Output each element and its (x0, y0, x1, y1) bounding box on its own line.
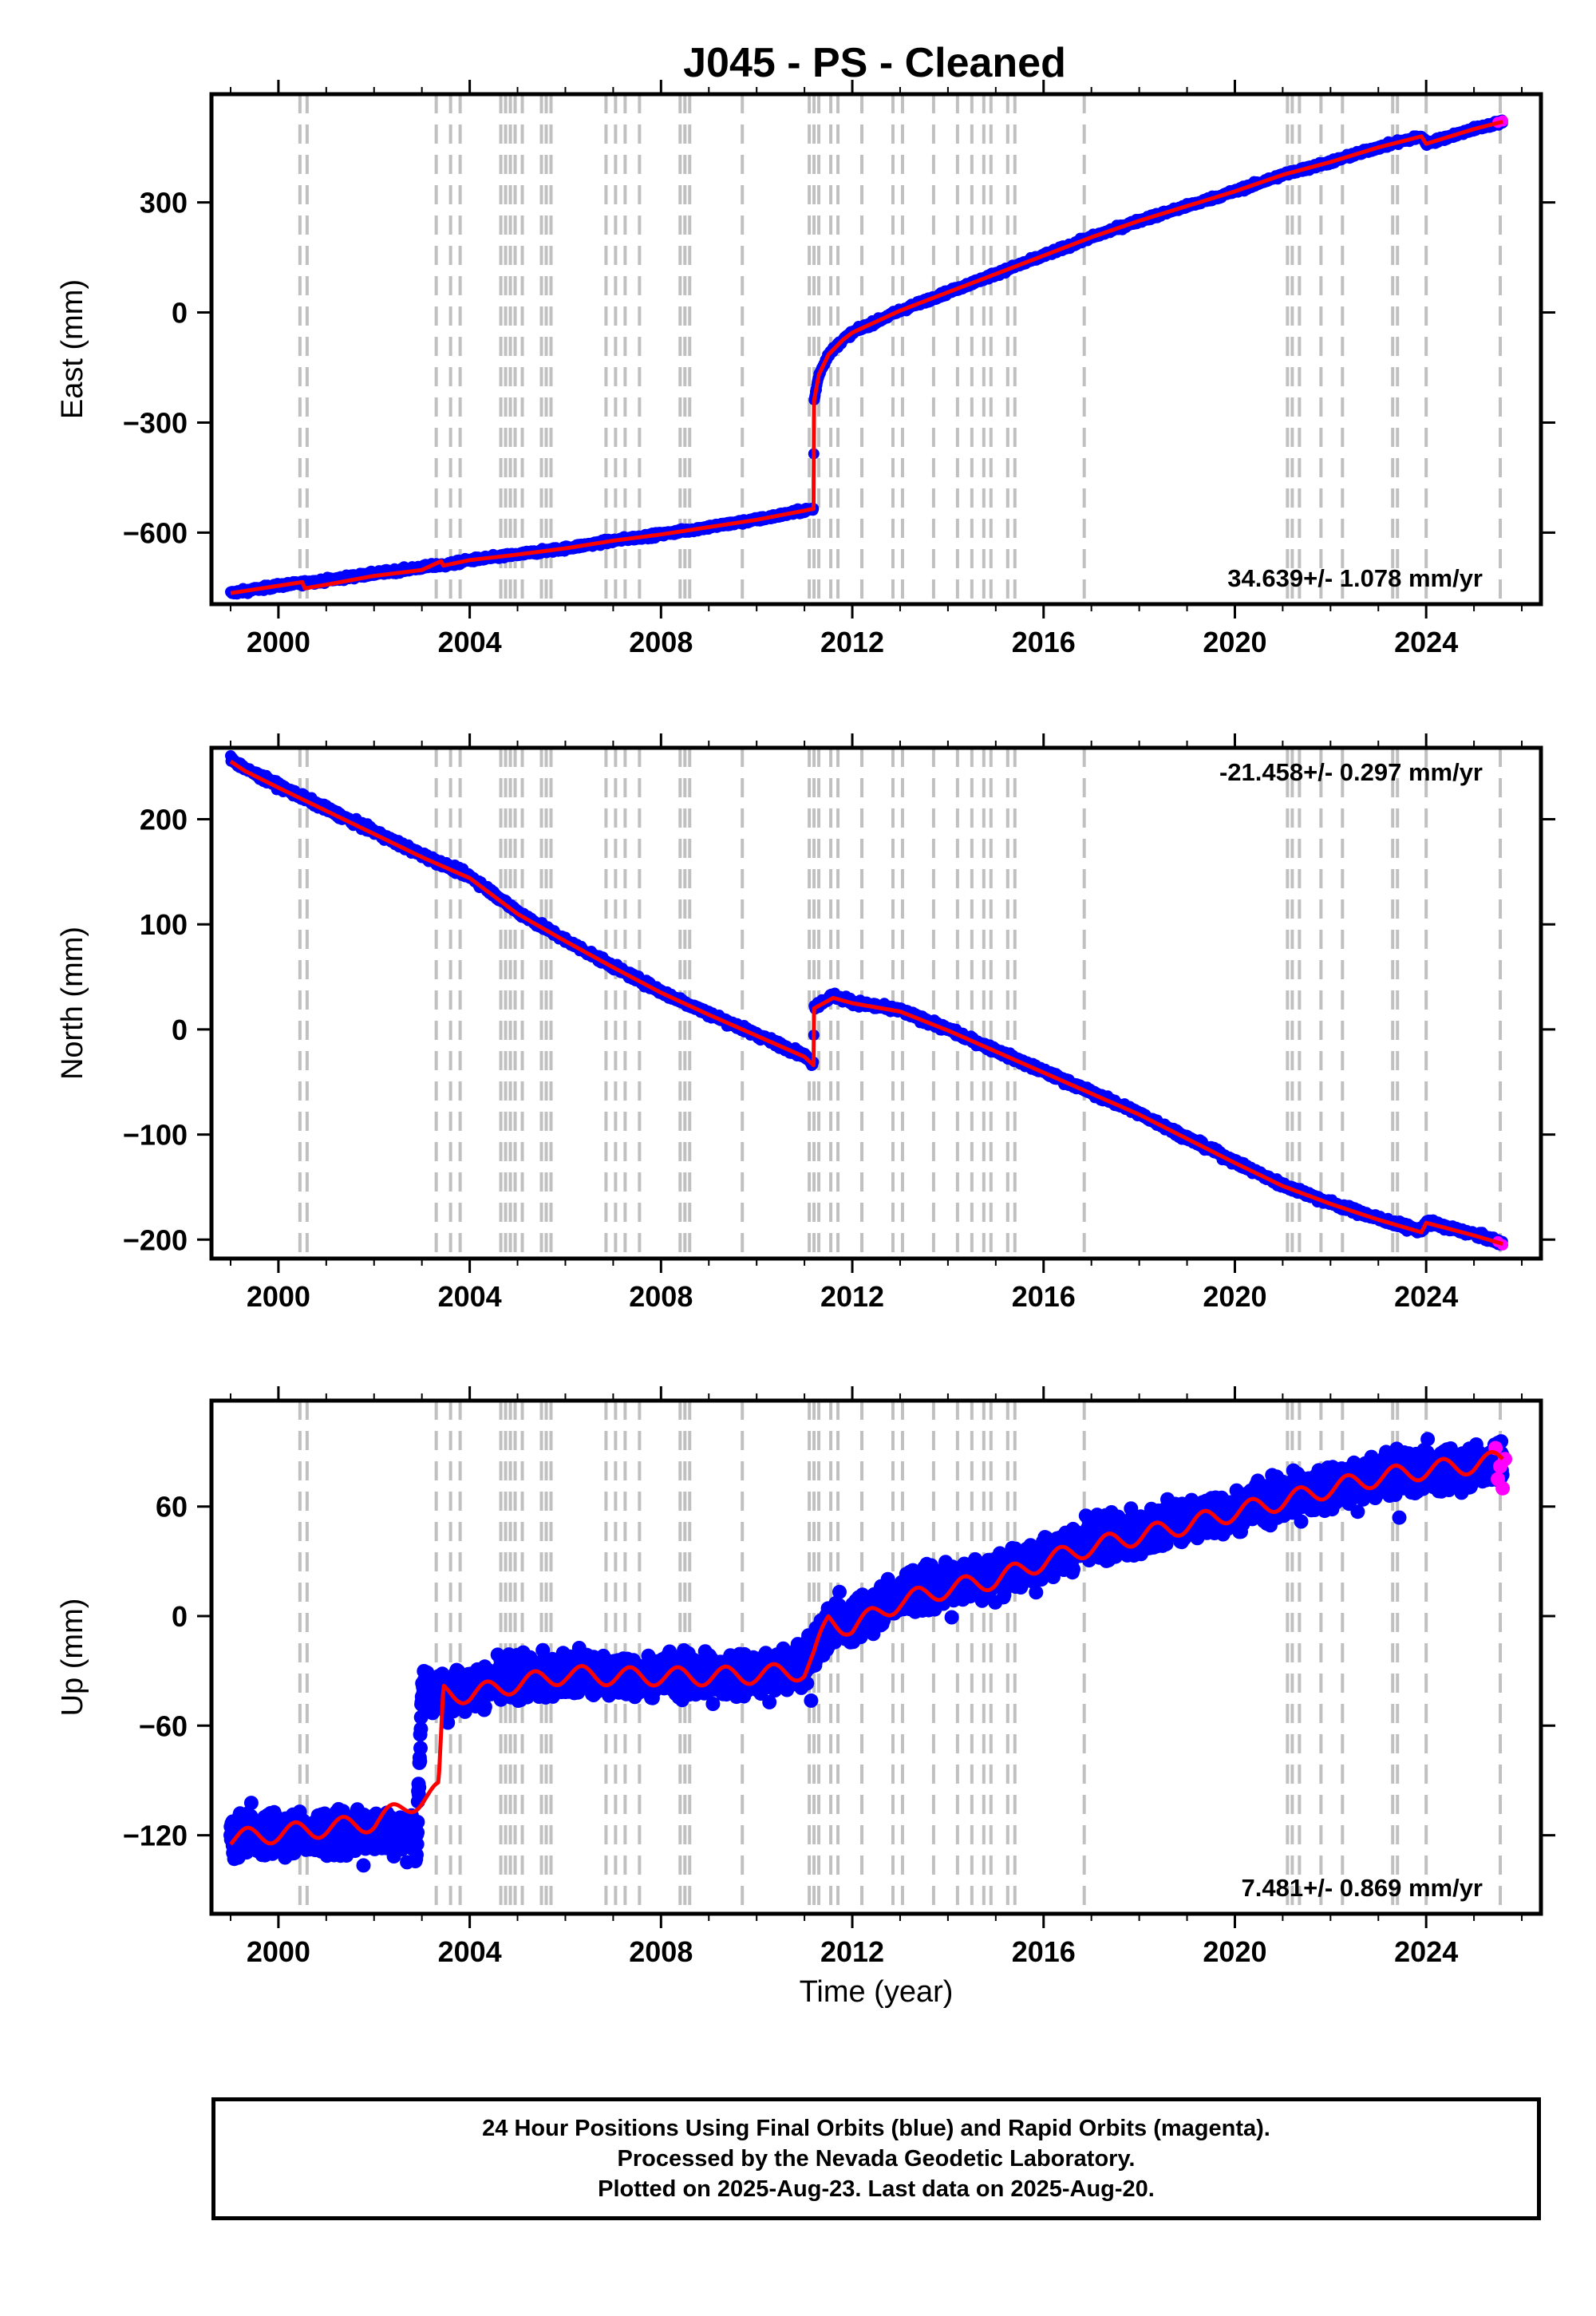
x-tick-label: 2004 (438, 626, 502, 658)
series-final-orbits (225, 750, 1508, 1251)
y-tick-label: −600 (123, 516, 188, 549)
series-final-orbits (225, 114, 1508, 600)
rate-label: 34.639+/- 1.078 mm/yr (1227, 564, 1483, 592)
x-tick-label: 2020 (1203, 626, 1266, 658)
x-tick-label: 2000 (247, 626, 310, 658)
x-tick-label: 2016 (1012, 626, 1076, 658)
plot-area-north (225, 748, 1509, 1259)
model-fit-line (230, 120, 1503, 595)
y-tick-label: −300 (123, 406, 188, 439)
y-tick-label: 300 (140, 187, 188, 219)
x-tick-label: 2024 (1394, 626, 1458, 658)
y-tick-label: 0 (172, 297, 188, 330)
chart-title: J045 - PS - Cleaned (683, 40, 1066, 86)
y-axis-label: East (mm) (56, 279, 89, 419)
panel-frame (209, 92, 1543, 607)
plot-area-east (225, 94, 1509, 604)
panel-north: 2000 2004 2008 2012 2016 2020 2024−200−1000100… (56, 733, 1555, 1313)
x-tick-label: 2008 (629, 626, 693, 658)
x-tick-label: 2012 (820, 626, 884, 658)
panel-east: 2000 2004 2008 2012 2016 2020 2024 −600 −300 0 300… (56, 80, 1555, 658)
